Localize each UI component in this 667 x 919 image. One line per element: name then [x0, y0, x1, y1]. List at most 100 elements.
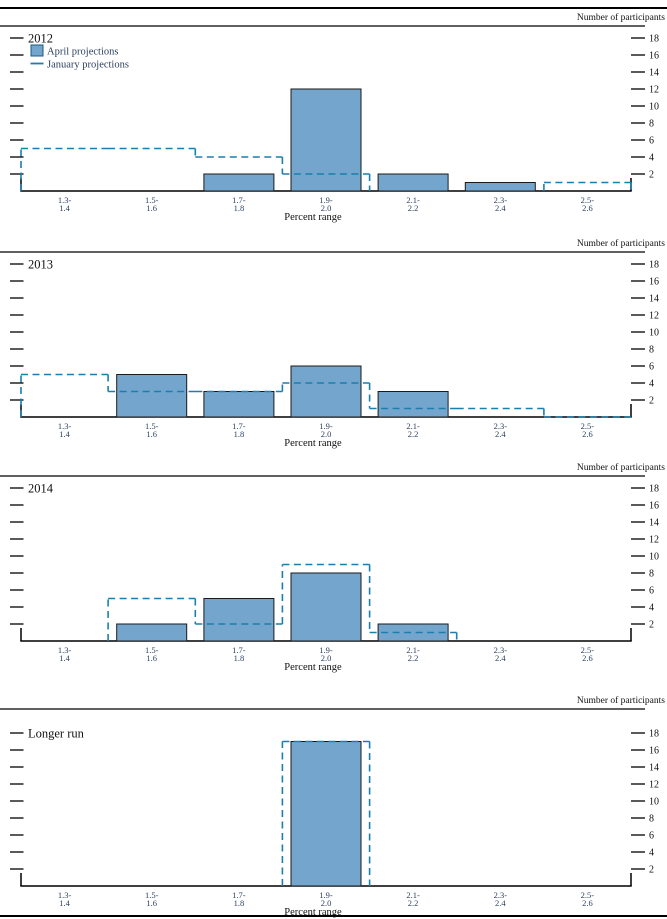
x-tick-label-top: 2.3-: [494, 645, 508, 655]
x-tick-label-bottom: 2.0: [321, 898, 332, 908]
x-axis-title: Percent range: [284, 438, 342, 449]
bar-2012-cat4: [377, 173, 449, 192]
panel-2014: Number of participants 2 4 6 8 10 12 14 16 18 2014…: [0, 462, 665, 673]
x-tick-label-top: 1.9-: [319, 195, 333, 205]
panel-2013: Number of participants 2 4 6 8 10 12 14 16 18 2013…: [0, 238, 665, 449]
panel-longer-run: Number of participants 2 4 6 8 10 12 14 16 18 Long…: [0, 695, 665, 918]
y-axis-title: Number of participants: [577, 238, 665, 249]
y-tick-label: 10: [649, 102, 659, 113]
bar-2014-cat4: [377, 623, 449, 642]
x-tick-label-top: 1.3-: [58, 195, 72, 205]
y-tick-label: 2: [649, 620, 654, 631]
x-tick-label-bottom: 2.0: [321, 203, 332, 213]
x-tick-label-top: 2.1-: [406, 645, 420, 655]
bar-2014-cat3: [290, 572, 362, 642]
panel-year-label: 2014: [28, 482, 54, 496]
y-tick-label: 4: [649, 153, 654, 164]
x-tick-label-bottom: 2.2: [408, 429, 419, 439]
bar-2013-cat3: [290, 365, 362, 418]
bar-2013-cat4: [377, 391, 449, 418]
y-tick-label: 8: [649, 569, 654, 580]
bar-2014-cat2: [203, 598, 275, 642]
legend-january-label: January projections: [47, 60, 129, 71]
january-step-line: [281, 740, 371, 886]
x-tick-label-bottom: 1.6: [146, 429, 157, 439]
bar-longer-run-cat3: [290, 741, 362, 887]
y-tick-label: 4: [649, 603, 654, 614]
x-tick-label-bottom: 2.4: [495, 898, 506, 908]
bar-2013-cat1: [116, 374, 188, 418]
y-tick-label: 16: [649, 746, 659, 757]
x-tick-label-top: 1.3-: [58, 421, 72, 431]
x-tick-label-top: 1.9-: [319, 645, 333, 655]
x-tick-label-top: 2.3-: [494, 890, 508, 900]
x-tick-label-top: 2.5-: [581, 421, 595, 431]
y-tick-label: 14: [649, 68, 659, 79]
x-tick-label-bottom: 2.6: [582, 898, 593, 908]
y-tick-label: 16: [649, 277, 659, 288]
y-tick-label: 8: [649, 814, 654, 825]
y-tick-label: 18: [649, 260, 659, 271]
x-tick-label-bottom: 1.4: [59, 203, 70, 213]
panel-year-label: 2013: [28, 258, 53, 272]
x-axis-title: Percent range: [284, 662, 342, 673]
january-step-line: [20, 147, 632, 191]
y-axis-title: Number of participants: [577, 695, 665, 706]
x-tick-label-bottom: 1.8: [234, 653, 245, 663]
y-tick-label: 10: [649, 552, 659, 563]
x-axis-title: Percent range: [284, 907, 342, 918]
x-tick-label-bottom: 1.6: [146, 203, 157, 213]
x-tick-label-top: 1.7-: [232, 890, 246, 900]
x-tick-label-bottom: 2.6: [582, 429, 593, 439]
y-axis-title: Number of participants: [577, 12, 665, 23]
y-tick-label: 14: [649, 763, 659, 774]
x-tick-label-top: 1.5-: [145, 890, 159, 900]
y-tick-label: 4: [649, 379, 654, 390]
x-tick-label-top: 1.5-: [145, 421, 159, 431]
y-tick-label: 16: [649, 501, 659, 512]
y-tick-label: 2: [649, 170, 654, 181]
bar-2014-cat1: [116, 623, 188, 642]
x-tick-label-top: 1.7-: [232, 645, 246, 655]
y-tick-label: 4: [649, 848, 654, 859]
y-tick-label: 10: [649, 328, 659, 339]
y-tick-label: 12: [649, 85, 659, 96]
x-tick-label-bottom: 2.2: [408, 653, 419, 663]
y-tick-label: 16: [649, 51, 659, 62]
x-tick-label-bottom: 2.2: [408, 898, 419, 908]
x-tick-label-bottom: 2.4: [495, 429, 506, 439]
legend-april-label: April projections: [47, 47, 118, 58]
bar-2012-cat3: [290, 88, 362, 192]
x-tick-label-top: 2.5-: [581, 645, 595, 655]
x-tick-label-top: 1.9-: [319, 421, 333, 431]
x-tick-label-top: 1.5-: [145, 195, 159, 205]
x-tick-label-top: 2.3-: [494, 421, 508, 431]
x-axis-title: Percent range: [284, 212, 342, 223]
x-tick-label-bottom: 1.8: [234, 429, 245, 439]
y-tick-label: 14: [649, 294, 659, 305]
x-tick-label-top: 2.5-: [581, 890, 595, 900]
y-tick-label: 8: [649, 345, 654, 356]
x-tick-label-bottom: 2.0: [321, 429, 332, 439]
x-tick-label-top: 1.7-: [232, 195, 246, 205]
panel-year-label: 2012: [28, 32, 53, 46]
x-tick-label-bottom: 2.6: [582, 653, 593, 663]
x-tick-label-bottom: 2.6: [582, 203, 593, 213]
x-tick-label-bottom: 1.4: [59, 898, 70, 908]
x-tick-label-top: 1.9-: [319, 890, 333, 900]
legend-april-swatch: [30, 44, 44, 57]
x-tick-label-top: 2.5-: [581, 195, 595, 205]
y-tick-label: 14: [649, 518, 659, 529]
x-tick-label-top: 2.1-: [406, 890, 420, 900]
x-tick-label-top: 2.1-: [406, 195, 420, 205]
january-step-line: [20, 373, 631, 418]
bar-2012-cat5: [464, 182, 536, 192]
page-bottom-rule: [0, 915, 667, 917]
y-tick-label: 6: [649, 831, 654, 842]
y-tick-label: 6: [649, 362, 654, 373]
y-tick-label: 18: [649, 34, 659, 45]
y-tick-label: 8: [649, 119, 654, 130]
x-tick-label-bottom: 2.4: [495, 653, 506, 663]
y-tick-label: 2: [649, 865, 654, 876]
